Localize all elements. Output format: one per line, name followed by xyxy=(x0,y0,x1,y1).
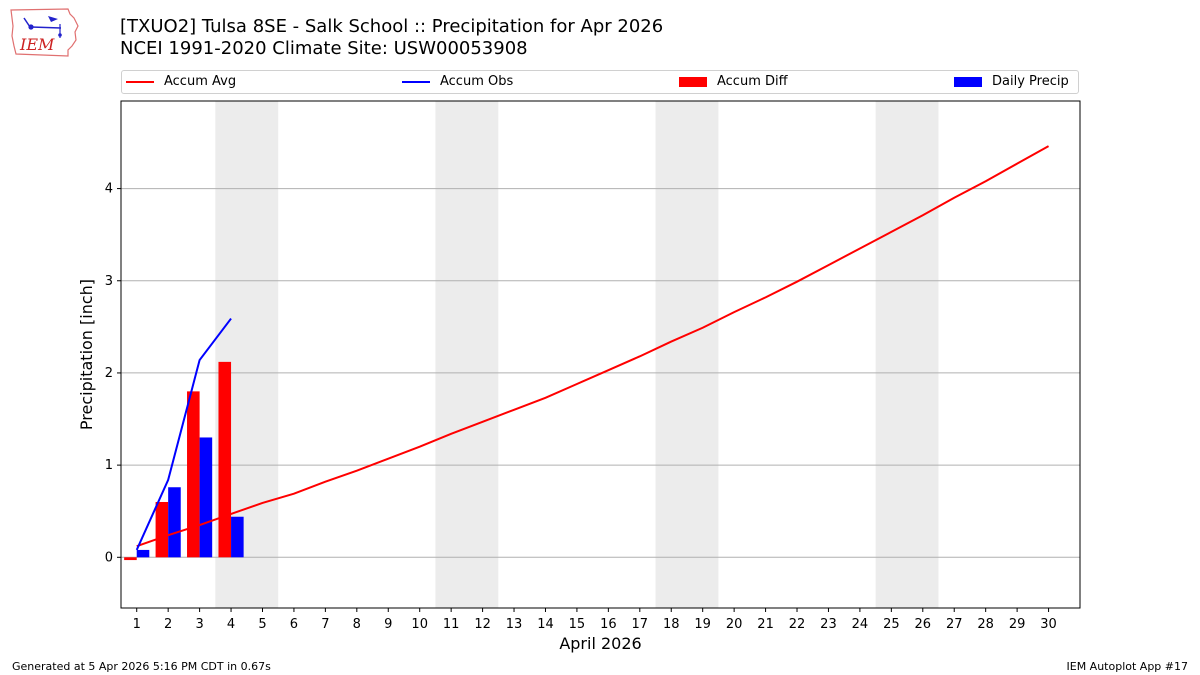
iem-logo: IEM xyxy=(10,8,79,57)
legend-label-accum-obs: Accum Obs xyxy=(440,74,514,89)
x-tick-label-8: 8 xyxy=(353,617,361,632)
x-tick-label-20: 20 xyxy=(726,617,743,632)
chart-title: [TXUO2] Tulsa 8SE - Salk School :: Preci… xyxy=(120,16,663,60)
x-tick-label-9: 9 xyxy=(384,617,392,632)
legend-label-accum-avg: Accum Avg xyxy=(164,74,237,89)
x-tick-label-25: 25 xyxy=(883,617,900,632)
chart-title-line-2: NCEI 1991-2020 Climate Site: USW00053908 xyxy=(120,38,528,59)
x-tick-label-29: 29 xyxy=(1009,617,1026,632)
legend-item-accum-obs: Accum Obs xyxy=(402,74,513,89)
weekend-band-4 xyxy=(875,101,939,608)
legend-swatch-accum-diff xyxy=(679,76,707,87)
x-tick-label-30: 30 xyxy=(1040,617,1057,632)
x-tick-label-12: 12 xyxy=(474,617,491,632)
x-tick-label-15: 15 xyxy=(569,617,586,632)
x-tick-label-24: 24 xyxy=(852,617,869,632)
x-axis-label: April 2026 xyxy=(559,634,641,653)
y-tick-label-4: 4 xyxy=(105,182,113,197)
x-tick-label-28: 28 xyxy=(977,617,994,632)
iowa-outline-shape xyxy=(10,8,79,57)
bar-daily-precip-3 xyxy=(199,437,213,558)
x-tick-label-21: 21 xyxy=(757,617,774,632)
y-tick-label-2: 2 xyxy=(105,366,113,381)
legend-swatch-daily-precip xyxy=(954,76,982,87)
x-tick-label-13: 13 xyxy=(506,617,523,632)
bar-daily-precip-1 xyxy=(136,549,150,558)
x-tick-label-26: 26 xyxy=(915,617,932,632)
legend-item-accum-diff: Accum Diff xyxy=(679,74,788,89)
line-accum-obs xyxy=(135,317,232,551)
legend-item-accum-avg: Accum Avg xyxy=(126,74,236,89)
x-tick-label-5: 5 xyxy=(258,617,266,632)
x-tick-label-16: 16 xyxy=(600,617,617,632)
y-tick-label-0: 0 xyxy=(105,550,113,565)
logo-text: IEM xyxy=(19,35,55,54)
weekend-band-3 xyxy=(655,101,719,608)
legend-label-daily-precip: Daily Precip xyxy=(992,74,1069,89)
x-tick-label-17: 17 xyxy=(632,617,649,632)
x-tick-label-2: 2 xyxy=(164,617,172,632)
bar-daily-precip-4 xyxy=(231,516,244,558)
line-accum-avg xyxy=(136,145,1050,548)
x-tick-label-11: 11 xyxy=(443,617,460,632)
footer-app-text: IEM Autoplot App #17 xyxy=(1066,660,1189,673)
x-tick-label-23: 23 xyxy=(820,617,837,632)
x-tick-label-14: 14 xyxy=(537,617,554,632)
x-tick-label-19: 19 xyxy=(694,617,711,632)
footer-generated-text: Generated at 5 Apr 2026 5:16 PM CDT in 0… xyxy=(12,660,271,673)
legend-swatch-accum-obs xyxy=(402,80,430,83)
chart-legend: Accum Avg Accum Obs Accum Diff Daily Pre… xyxy=(121,70,1079,94)
x-tick-label-7: 7 xyxy=(321,617,329,632)
x-tick-label-18: 18 xyxy=(663,617,680,632)
y-tick-label-3: 3 xyxy=(105,274,113,289)
bar-accum-diff-1 xyxy=(124,557,137,561)
bar-accum-diff-2 xyxy=(155,501,169,558)
legend-item-daily-precip: Daily Precip xyxy=(954,74,1069,89)
bar-accum-diff-3 xyxy=(187,391,200,558)
x-tick-label-3: 3 xyxy=(195,617,203,632)
legend-label-accum-diff: Accum Diff xyxy=(717,74,788,89)
x-tick-label-27: 27 xyxy=(946,617,963,632)
bar-daily-precip-2 xyxy=(168,487,181,558)
legend-swatch-accum-avg xyxy=(126,80,154,83)
x-tick-label-10: 10 xyxy=(411,617,428,632)
bar-accum-diff-4 xyxy=(218,361,232,558)
x-tick-label-6: 6 xyxy=(290,617,298,632)
x-tick-label-4: 4 xyxy=(227,617,235,632)
x-tick-label-1: 1 xyxy=(133,617,141,632)
y-tick-label-1: 1 xyxy=(105,458,113,473)
chart-title-line-1: [TXUO2] Tulsa 8SE - Salk School :: Preci… xyxy=(120,16,664,37)
plot-frame xyxy=(120,100,1081,609)
weekend-band-2 xyxy=(435,101,499,608)
x-tick-label-22: 22 xyxy=(789,617,806,632)
y-axis-label: Precipitation [inch] xyxy=(77,279,96,430)
